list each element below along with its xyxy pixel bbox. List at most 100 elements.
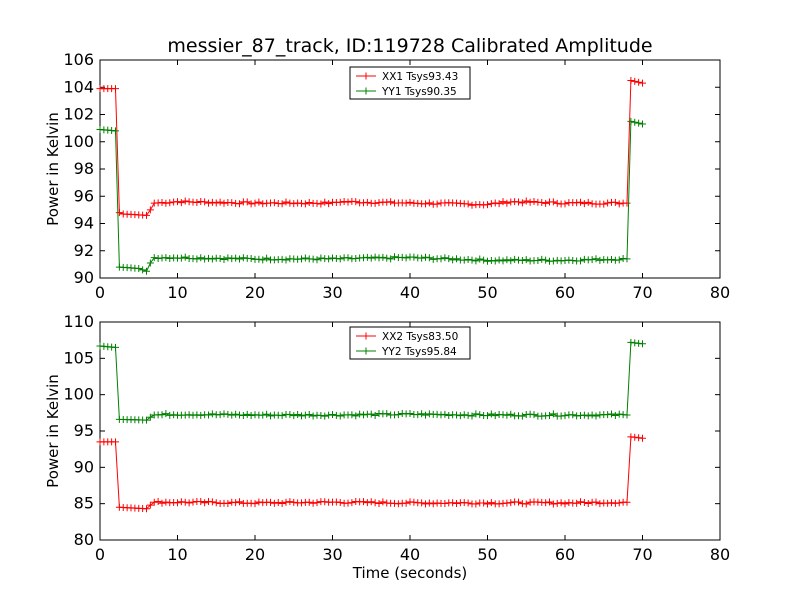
data-point — [553, 499, 561, 507]
data-point — [584, 499, 592, 507]
data-point — [379, 253, 387, 261]
data-point — [418, 410, 426, 418]
data-point — [243, 198, 251, 206]
data-point — [185, 499, 193, 507]
data-point — [631, 77, 639, 85]
data-point — [371, 499, 379, 507]
data-point — [569, 256, 577, 264]
data-point — [158, 198, 166, 206]
data-point — [298, 499, 305, 507]
data-point — [236, 498, 243, 506]
x-tick-label: 10 — [167, 545, 187, 564]
data-point — [402, 254, 410, 262]
data-point — [414, 411, 422, 419]
x-tick-label: 80 — [710, 545, 730, 564]
y-tick-label: 110 — [63, 312, 94, 331]
data-point — [615, 256, 623, 264]
data-point — [166, 255, 174, 263]
data-point — [557, 499, 565, 507]
data-point — [201, 255, 209, 263]
data-point — [379, 498, 387, 506]
data-point — [247, 412, 255, 420]
data-point — [313, 256, 321, 264]
data-point — [224, 499, 232, 507]
data-point — [197, 254, 205, 262]
data-point — [247, 255, 255, 263]
data-point — [344, 198, 352, 206]
x-tick-label: 30 — [322, 283, 342, 302]
data-point — [499, 257, 507, 265]
data-point — [309, 412, 317, 420]
data-point — [150, 498, 158, 506]
data-point — [286, 498, 294, 506]
y-tick-label: 100 — [63, 385, 94, 404]
data-point — [468, 256, 476, 264]
data-point — [503, 411, 511, 419]
y-axis-label: Power in Kelvin — [44, 374, 62, 488]
data-point — [627, 76, 635, 84]
y-tick-label: 95 — [74, 421, 94, 440]
data-point — [177, 498, 185, 506]
data-point — [456, 412, 464, 420]
data-point — [146, 413, 154, 421]
data-point — [476, 411, 484, 419]
data-point — [445, 412, 453, 420]
legend-marker — [362, 347, 370, 355]
data-point — [631, 118, 639, 126]
data-point — [429, 500, 437, 508]
data-point — [623, 255, 631, 263]
legend-label: YY1 Tsys90.35 — [381, 86, 457, 98]
data-point — [181, 197, 189, 205]
data-point — [189, 498, 197, 506]
x-tick-label: 20 — [245, 545, 265, 564]
x-tick-label: 50 — [477, 283, 497, 302]
data-point — [561, 200, 569, 208]
data-point — [177, 254, 185, 262]
data-point — [193, 199, 201, 207]
data-point — [259, 411, 267, 419]
data-point — [278, 255, 286, 263]
data-point — [166, 199, 174, 207]
legend-marker — [362, 87, 370, 95]
data-point — [464, 256, 472, 264]
data-point — [580, 200, 588, 208]
data-point — [503, 199, 511, 207]
data-point — [309, 499, 317, 507]
data-point — [402, 199, 410, 207]
data-point — [270, 199, 278, 207]
data-point — [615, 200, 623, 208]
data-point — [220, 255, 228, 263]
data-point — [491, 199, 499, 207]
data-point — [259, 256, 267, 264]
data-point — [383, 254, 391, 262]
y-tick-label: 98 — [74, 159, 94, 178]
data-point — [515, 198, 522, 206]
data-point — [553, 256, 561, 264]
data-point — [143, 211, 150, 219]
data-point — [441, 500, 449, 508]
data-point — [542, 499, 550, 507]
x-tick-label: 60 — [555, 545, 575, 564]
data-point — [549, 410, 557, 418]
data-point — [511, 255, 519, 263]
data-point — [639, 79, 646, 87]
data-point — [224, 254, 232, 262]
data-point — [143, 416, 150, 424]
data-point — [143, 267, 150, 275]
data-point — [298, 412, 305, 420]
data-point — [639, 434, 646, 442]
data-point — [174, 198, 181, 206]
data-point — [394, 411, 402, 419]
data-point — [135, 264, 143, 272]
data-point — [394, 500, 402, 508]
data-point — [313, 499, 321, 507]
y-tick-label: 105 — [63, 348, 94, 367]
data-point — [162, 199, 170, 207]
data-point — [468, 412, 476, 420]
data-point — [348, 499, 356, 507]
data-point — [115, 209, 123, 217]
data-point — [201, 499, 209, 507]
data-point — [460, 256, 468, 264]
data-point — [425, 254, 433, 262]
data-point — [239, 254, 247, 262]
